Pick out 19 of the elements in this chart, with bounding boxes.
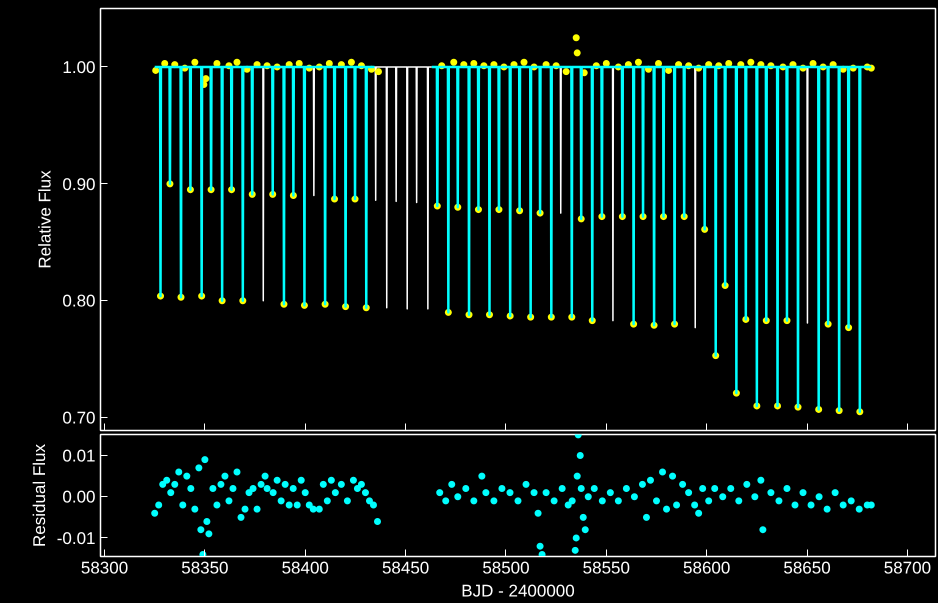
y-tick-label: 1.00	[62, 58, 96, 77]
x-tick-label: 58700	[884, 558, 932, 578]
x-tick-label: 58400	[282, 558, 329, 578]
x-tick-label: 58450	[382, 558, 430, 578]
x-tick-label: 58300	[80, 558, 128, 578]
y-tick-label: 0.90	[62, 174, 96, 194]
x-tick-label: 58350	[181, 558, 229, 578]
y-tick-label: 0.00	[62, 488, 96, 507]
x-tick-label: 58650	[783, 558, 831, 578]
x-axis-title: BJD - 2400000	[461, 582, 575, 600]
y-axis-title: Relative Flux	[35, 170, 54, 269]
y-tick-label: 0.70	[62, 408, 96, 428]
y-tick-label: 0.01	[62, 446, 96, 466]
y-tick-label: 0.80	[62, 292, 96, 311]
x-tick-label: 58550	[582, 558, 630, 578]
x-tick-label: 58500	[482, 558, 530, 578]
x-tick-label: 58600	[683, 558, 730, 578]
y-tick-label: -0.01	[56, 528, 96, 548]
y-axis-title: Residual Flux	[30, 444, 49, 547]
